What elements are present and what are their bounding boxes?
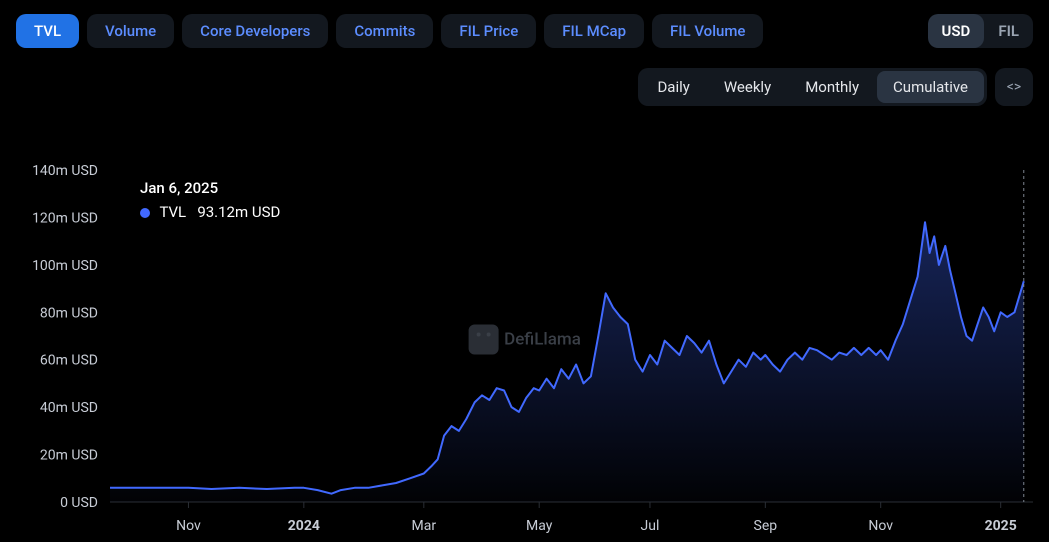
tooltip-series-value: 93.12m USD — [197, 203, 280, 221]
sub-toolbar: DailyWeeklyMonthlyCumulative <> — [0, 48, 1049, 106]
currency-toggle: USDFIL — [928, 14, 1033, 48]
svg-text:2025: 2025 — [985, 518, 1017, 534]
interval-toggle: DailyWeeklyMonthlyCumulative — [638, 68, 987, 106]
svg-text:100m USD: 100m USD — [32, 258, 98, 274]
svg-text:Sep: Sep — [754, 518, 778, 534]
tooltip-date: Jan 6, 2025 — [140, 176, 280, 200]
tooltip-dot-icon — [140, 208, 150, 218]
currency-option-usd[interactable]: USD — [928, 14, 985, 48]
top-toolbar: TVLVolumeCore DevelopersCommitsFIL Price… — [0, 0, 1049, 48]
interval-option-cumulative[interactable]: Cumulative — [877, 71, 984, 103]
svg-text:20m USD: 20m USD — [40, 448, 98, 464]
svg-text:Nov: Nov — [176, 518, 201, 534]
svg-text:140m USD: 140m USD — [32, 163, 98, 179]
embed-button[interactable]: <> — [995, 68, 1033, 106]
tooltip-series-label: TVL — [159, 203, 186, 221]
svg-text:60m USD: 60m USD — [40, 353, 98, 369]
svg-text:120m USD: 120m USD — [32, 210, 98, 226]
metric-tab-fil-price[interactable]: FIL Price — [441, 14, 536, 48]
interval-option-weekly[interactable]: Weekly — [708, 71, 787, 103]
embed-icon: <> — [1007, 79, 1021, 95]
svg-text:40m USD: 40m USD — [40, 400, 98, 416]
svg-text:80m USD: 80m USD — [40, 305, 98, 321]
tooltip-row: TVL 93.12m USD — [140, 200, 280, 224]
interval-option-daily[interactable]: Daily — [641, 71, 705, 103]
metric-tab-fil-mcap[interactable]: FIL MCap — [544, 14, 644, 48]
chart-area: DefiLlama 0 USD20m USD40m USD60m USD80m … — [0, 140, 1049, 542]
metric-tab-volume[interactable]: Volume — [87, 14, 174, 48]
svg-text:2024: 2024 — [288, 518, 320, 534]
svg-text:Jul: Jul — [641, 518, 660, 534]
metric-tab-commits[interactable]: Commits — [336, 14, 433, 48]
svg-text:0 USD: 0 USD — [60, 495, 98, 511]
currency-option-fil[interactable]: FIL — [984, 14, 1033, 48]
svg-text:Mar: Mar — [412, 518, 437, 534]
metric-tab-fil-volume[interactable]: FIL Volume — [652, 14, 763, 48]
metric-tab-tvl[interactable]: TVL — [16, 14, 79, 48]
metric-tabs: TVLVolumeCore DevelopersCommitsFIL Price… — [16, 14, 920, 48]
interval-option-monthly[interactable]: Monthly — [789, 71, 875, 103]
chart-tooltip: Jan 6, 2025 TVL 93.12m USD — [140, 176, 280, 224]
svg-text:May: May — [526, 518, 553, 534]
metric-tab-core-developers[interactable]: Core Developers — [182, 14, 328, 48]
svg-text:Nov: Nov — [868, 518, 893, 534]
